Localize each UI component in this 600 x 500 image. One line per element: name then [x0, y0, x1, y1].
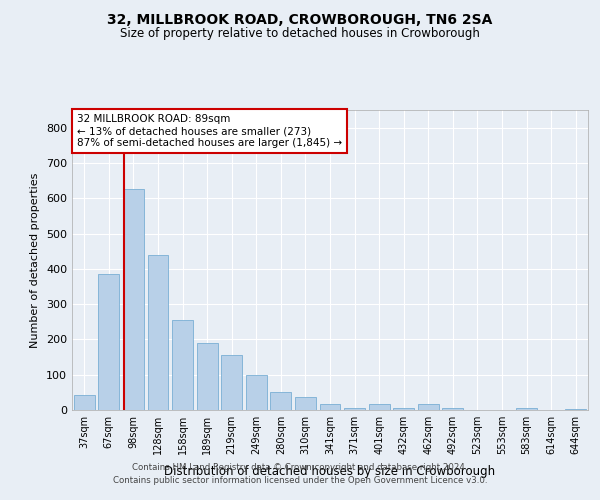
Bar	[197, 343, 218, 410]
Bar	[98, 274, 119, 410]
Y-axis label: Number of detached properties: Number of detached properties	[31, 172, 40, 348]
Bar	[123, 190, 144, 410]
Text: Size of property relative to detached houses in Crowborough: Size of property relative to detached ho…	[120, 28, 480, 40]
Text: 32, MILLBROOK ROAD, CROWBOROUGH, TN6 2SA: 32, MILLBROOK ROAD, CROWBOROUGH, TN6 2SA	[107, 12, 493, 26]
Bar	[74, 395, 95, 410]
X-axis label: Distribution of detached houses by size in Crowborough: Distribution of detached houses by size …	[164, 466, 496, 478]
Bar	[271, 392, 292, 410]
Bar	[442, 408, 463, 410]
Bar	[418, 404, 439, 410]
Text: 32 MILLBROOK ROAD: 89sqm
← 13% of detached houses are smaller (273)
87% of semi-: 32 MILLBROOK ROAD: 89sqm ← 13% of detach…	[77, 114, 342, 148]
Bar	[368, 404, 389, 410]
Text: Contains public sector information licensed under the Open Government Licence v3: Contains public sector information licen…	[113, 476, 487, 485]
Bar	[320, 404, 340, 410]
Bar	[148, 254, 169, 410]
Text: Contains HM Land Registry data © Crown copyright and database right 2024.: Contains HM Land Registry data © Crown c…	[132, 464, 468, 472]
Bar	[516, 408, 537, 410]
Bar	[393, 408, 414, 410]
Bar	[221, 356, 242, 410]
Bar	[344, 408, 365, 410]
Bar	[172, 320, 193, 410]
Bar	[246, 374, 267, 410]
Bar	[295, 396, 316, 410]
